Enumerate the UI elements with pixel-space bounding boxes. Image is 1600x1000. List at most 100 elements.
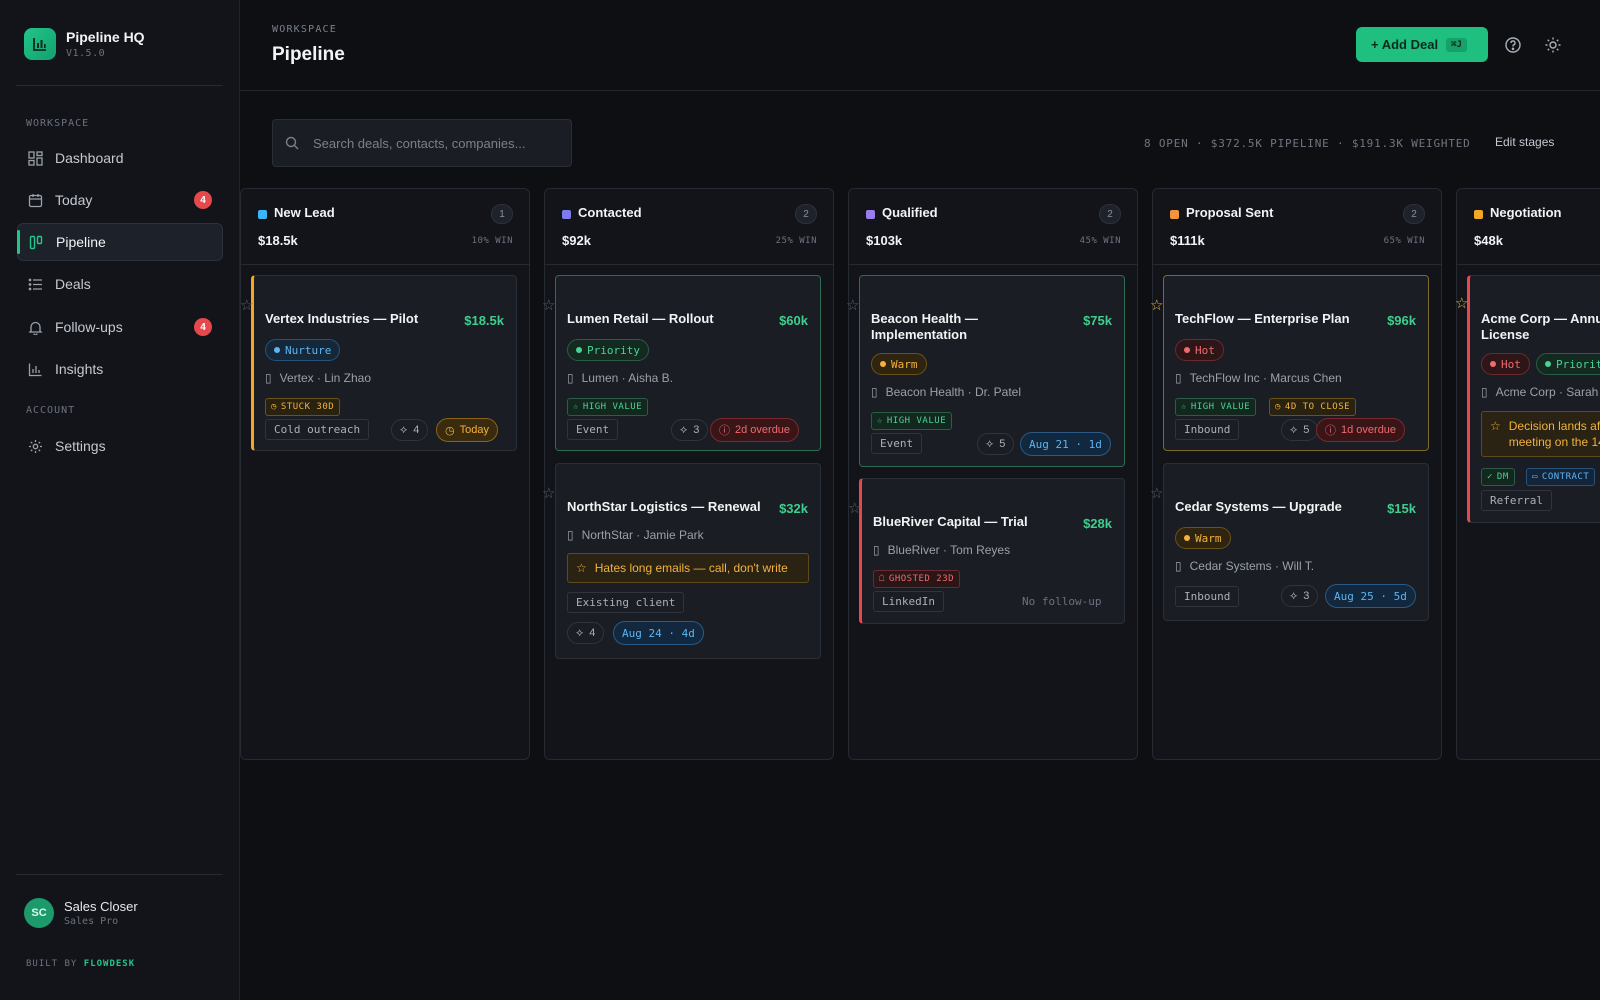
brand[interactable]: Pipeline HQ V1.5.0 [24, 28, 145, 60]
company-contact: ▯ Cedar Systems · Will T. [1175, 559, 1314, 573]
tag-label: CONTRACT [1541, 472, 1590, 482]
star-icon[interactable]: ☆ [542, 485, 556, 502]
deal-note: ☆ Decision lands after meeting on the 14 [1481, 411, 1600, 457]
theme-sun-icon[interactable] [1544, 36, 1562, 54]
sidebar-item-today[interactable]: Today 4 [17, 181, 223, 219]
status-badge: Priority [567, 339, 649, 361]
deal-card-acme[interactable]: Acme Corp — Annual License Hot Priority … [1467, 275, 1600, 523]
overdue-badge[interactable]: ⓘ 2d overdue [710, 418, 800, 442]
status-label: Warm [1195, 531, 1222, 545]
deal-card-cedar[interactable]: ☆ Cedar Systems — Upgrade $15k Warm ▯ Ced… [1150, 463, 1429, 621]
star-filled-icon[interactable]: ☆ [1455, 295, 1469, 312]
status-label: Hot [1195, 343, 1215, 357]
due-badge[interactable]: ◷ Today [436, 418, 498, 442]
user-role: Sales Pro [64, 916, 119, 927]
column-count: 2 [1099, 204, 1121, 224]
stage-color-dot [1474, 210, 1483, 219]
due-badge[interactable]: Aug 24 · 4d [613, 621, 704, 645]
deal-title: Cedar Systems — Upgrade [1175, 499, 1342, 514]
deal-card-vertex[interactable]: ☆ Vertex Industries — Pilot $18.5k Nurtu… [240, 275, 517, 451]
company-label: NorthStar · Jamie Park [581, 528, 704, 542]
sidebar-item-settings[interactable]: Settings [17, 427, 223, 465]
star-icon[interactable]: ☆ [542, 297, 556, 314]
company-label: Acme Corp · Sarah [1495, 385, 1599, 399]
search-input[interactable]: Search deals, contacts, companies... [272, 119, 572, 167]
star-icon: ☆ [573, 402, 579, 412]
no-follow-up-label: No follow-up [1022, 595, 1102, 608]
search-placeholder: Search deals, contacts, companies... [313, 135, 526, 151]
deal-note: ☆ Hates long emails — call, don't write [567, 553, 809, 583]
add-deal-button[interactable]: + Add Deal ⌘J [1356, 27, 1488, 62]
section-workspace: WORKSPACE [26, 118, 90, 129]
deal-card-blueriver[interactable]: ☆ BlueRiver Capital — Trial $28k ▯ BlueRi… [848, 478, 1125, 624]
status-label: Warm [891, 357, 918, 371]
column-win-rate: 10% WIN [471, 236, 513, 246]
column-header: Negotiation $48k [1457, 189, 1600, 265]
bell-icon [27, 319, 43, 335]
stage-color-dot [562, 210, 571, 219]
star-icon[interactable]: ☆ [846, 297, 860, 314]
list-icon [27, 276, 43, 292]
source-tag: Referral [1481, 490, 1552, 511]
overdue-badge[interactable]: ⓘ 1d overdue [1316, 418, 1406, 442]
high-value-tag: ☆ HIGH VALUE [1175, 398, 1257, 416]
column-header: Proposal Sent 2 $111k 65% WIN [1153, 189, 1441, 265]
deal-card-northstar[interactable]: ☆ NorthStar Logistics — Renewal $32k ▯ No… [542, 463, 821, 659]
logo-bar-chart-icon [24, 28, 56, 60]
alert-icon: ⓘ [1325, 425, 1336, 437]
column-header: New Lead 1 $18.5k 10% WIN [241, 189, 529, 265]
high-value-tag: ☆ HIGH VALUE [567, 398, 649, 416]
built-by: BUILT BY FLOWDESK [26, 959, 135, 969]
deal-value: $28k [1083, 516, 1112, 531]
due-badge[interactable]: Aug 21 · 1d [1020, 432, 1111, 456]
due-label: 2d overdue [735, 424, 791, 436]
activity-count: ⟡ 4 [567, 622, 605, 644]
due-badge[interactable]: Aug 25 · 5d [1325, 584, 1416, 608]
user-profile[interactable]: SC Sales Closer Sales Pro [24, 898, 138, 928]
stage-color-dot [866, 210, 875, 219]
company-contact: ▯ Beacon Health · Dr. Patel [871, 385, 1021, 399]
activity-icon: ⟡ [1290, 423, 1298, 436]
deal-value: $60k [779, 313, 808, 328]
stage-color-dot [258, 210, 267, 219]
star-icon[interactable]: ☆ [848, 500, 862, 517]
deal-card-lumen[interactable]: ☆ Lumen Retail — Rollout $60k Priority ▯… [542, 275, 821, 451]
sidebar-item-follow-ups[interactable]: Follow-ups 4 [17, 308, 223, 346]
ghosted-tag: ☖ GHOSTED 23D [873, 570, 961, 588]
source-tag: LinkedIn [873, 591, 944, 612]
deal-title: Beacon Health — Implementation [871, 311, 978, 342]
deal-card-techflow[interactable]: ☆ TechFlow — Enterprise Plan $96k Hot ▯ T… [1150, 275, 1429, 451]
close-soon-tag: ◷ 4D TO CLOSE [1269, 398, 1357, 416]
tag-label: STUCK 30D [280, 402, 335, 412]
star-icon[interactable]: ☆ [1150, 485, 1164, 502]
star-filled-icon[interactable]: ☆ [1150, 297, 1164, 314]
status-badge: Hot [1175, 339, 1224, 361]
column-value: $92k [562, 233, 591, 248]
star-icon[interactable]: ☆ [240, 297, 254, 314]
note-text: Decision lands after meeting on the 14 [1508, 419, 1600, 449]
sidebar-item-dashboard[interactable]: Dashboard [17, 139, 223, 177]
activity-count-label: 5 [999, 438, 1006, 450]
kanban-icon [28, 234, 44, 250]
user-name: Sales Closer [64, 899, 138, 914]
sidebar-item-deals[interactable]: Deals [17, 265, 223, 303]
status-dot [1490, 361, 1496, 367]
activity-icon: ⟡ [1290, 589, 1298, 602]
page-header: WORKSPACE Pipeline + Add Deal ⌘J [240, 0, 1600, 91]
check-icon: ✓ [1487, 472, 1493, 482]
status-badge: Nurture [265, 339, 341, 361]
sidebar-item-label: Deals [55, 276, 91, 292]
deal-card-beacon[interactable]: ☆ Beacon Health — Implementation $75k Wa… [846, 275, 1125, 467]
building-icon: ▯ [1481, 385, 1488, 399]
built-by-brand[interactable]: FLOWDESK [83, 959, 136, 969]
status-label: Priority [1556, 357, 1600, 371]
help-icon[interactable] [1504, 36, 1522, 54]
app-version: V1.5.0 [66, 48, 106, 59]
due-label: Today [459, 424, 489, 436]
sidebar-item-insights[interactable]: Insights [17, 350, 223, 388]
document-icon: ▭ [1532, 472, 1538, 482]
building-icon: ▯ [265, 371, 272, 385]
sidebar-item-pipeline[interactable]: Pipeline [17, 223, 223, 261]
edit-stages-link[interactable]: Edit stages [1495, 135, 1555, 149]
deal-title: BlueRiver Capital — Trial [873, 514, 1028, 529]
